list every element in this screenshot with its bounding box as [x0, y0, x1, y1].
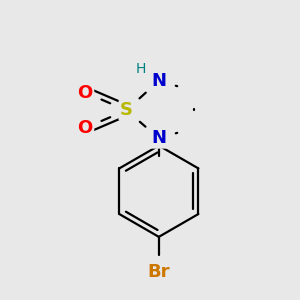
- Text: N: N: [151, 129, 166, 147]
- Text: Br: Br: [148, 263, 170, 281]
- Text: S: S: [120, 101, 133, 119]
- Text: H: H: [135, 62, 146, 76]
- Text: O: O: [78, 84, 93, 102]
- Text: N: N: [151, 72, 166, 90]
- Text: O: O: [78, 119, 93, 137]
